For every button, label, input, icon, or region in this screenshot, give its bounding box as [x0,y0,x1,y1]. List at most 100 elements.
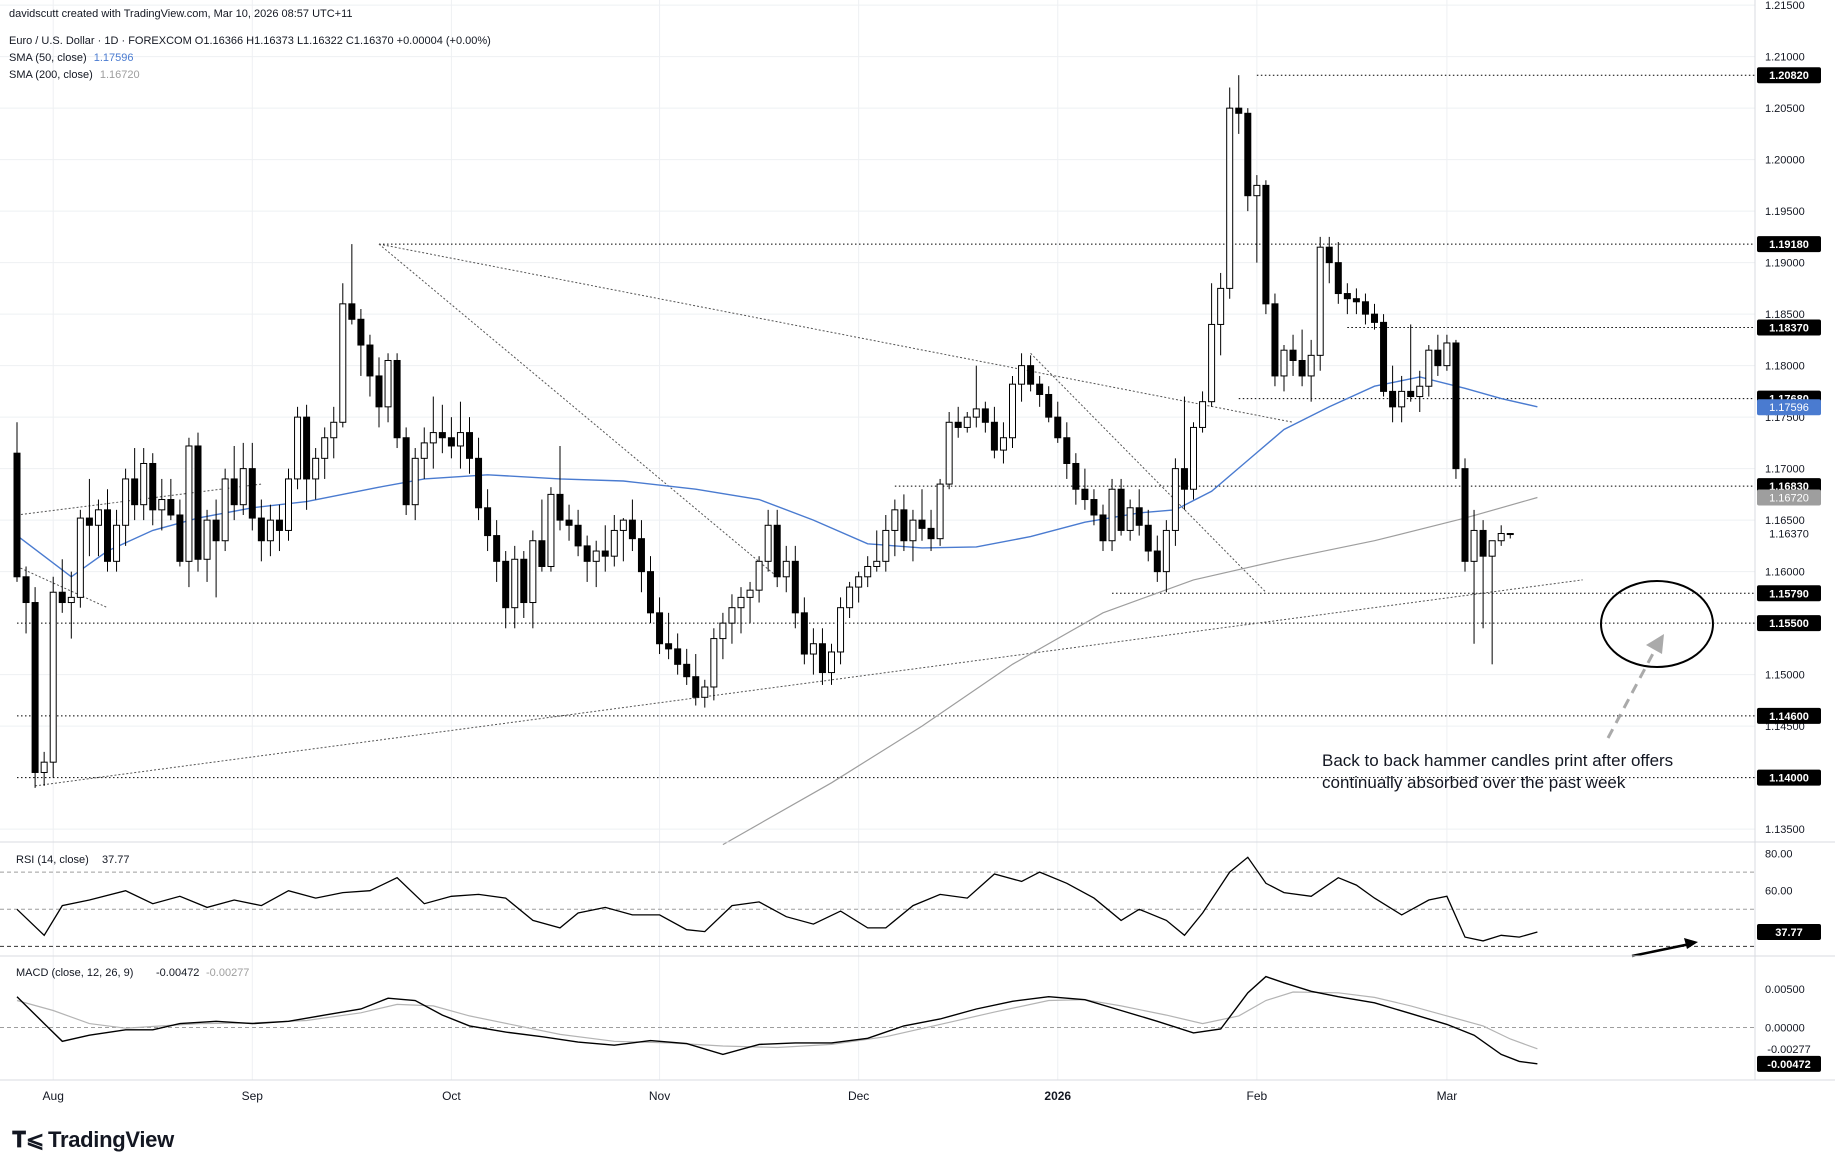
candle [592,540,600,588]
candle [1171,458,1179,546]
candle [67,571,75,639]
candle-body [1072,462,1080,490]
candle [113,509,121,572]
candle [1307,339,1315,402]
candle [1443,334,1451,371]
candle [846,581,854,618]
candle-body [511,558,519,609]
price-axis[interactable]: 1.13500 1.14500 1.15000 1.16000 1.16500 1.170… [1765,0,1805,836]
candle-body [266,519,274,542]
candle-body [1488,540,1496,557]
candle [447,417,455,459]
rsi-levels [0,871,1755,947]
candle-body [1343,293,1351,300]
candle [104,489,111,572]
candle [791,545,799,629]
candle [1506,533,1514,539]
candle [800,597,808,665]
candle-body [529,540,537,604]
candle [909,509,917,562]
candle-body [158,499,166,511]
candle-body [176,514,184,562]
candle [647,556,654,624]
tradingview-logo[interactable]: 𝐓⩽ TradingView [12,1127,174,1153]
candle-body [873,560,881,567]
candle-body [746,589,754,598]
candle [1009,375,1016,449]
candle-body [384,359,392,408]
candle-body [1108,488,1116,542]
candle-body [701,686,709,698]
candle-body [1253,184,1261,197]
candle-body [185,445,193,562]
candle [1144,509,1152,562]
candle [628,499,636,552]
candle-body [1461,468,1469,562]
candle [185,437,193,588]
trendline [378,243,778,578]
candle-body [13,452,21,578]
time-axis[interactable]: Aug Sep Oct Nov Dec 2026 Feb Mar [43,1089,1458,1103]
candle-body [1190,426,1197,490]
candle-body [791,560,799,614]
candle-body [818,643,826,674]
candle [285,468,292,541]
candle [31,587,39,788]
candle-body [339,303,347,423]
candle [665,612,673,660]
candle-body [1009,383,1016,439]
candle-body [520,558,528,604]
price-level-tag [1757,769,1821,786]
candle [954,406,962,438]
price-tick-label: 1.19000 [1765,258,1805,270]
candle-body [49,591,57,763]
candle-body [257,517,265,542]
candle-body [900,509,908,542]
candle [402,427,410,515]
candle-body [1171,468,1179,531]
candle [384,353,392,423]
candle [972,365,980,428]
candle-body [1470,529,1478,562]
candle-body [1226,107,1234,289]
candle-body [864,565,872,578]
candle-body [547,493,555,567]
candle-body [1162,529,1170,573]
macd-value-tag-label: -0.00472 [1767,1059,1810,1071]
candle-body [456,432,464,447]
candle-body [1289,349,1297,361]
macd-value-2: -0.00277 [206,967,249,979]
candle-body [710,638,718,688]
candle [411,448,419,521]
candle [1162,520,1170,593]
candle-body [1389,390,1397,408]
price-tick-label: 1.20000 [1765,155,1805,167]
candle-body [76,517,84,598]
candle-body [1117,488,1125,531]
candle [674,633,682,675]
price-level-tag-label: 1.14000 [1769,773,1809,785]
candle [176,499,184,567]
candle-body [683,663,691,678]
candle [981,401,989,433]
candle [855,571,863,603]
candle-body [1036,383,1044,395]
candle-body [248,468,256,519]
sma50-legend: SMA (50, close) 1.17596 [9,52,133,64]
candle [140,448,148,521]
candle [1289,334,1297,376]
candle-body [1054,416,1062,439]
price-tick-label: 1.14500 [1765,721,1805,733]
candle-body [303,416,311,480]
candle [963,411,971,433]
candle-body [1334,262,1342,295]
candle [330,406,338,459]
candle-body [312,457,320,480]
price-level-tag [1757,707,1821,724]
price-tick-label: 1.21500 [1765,0,1805,12]
candle-body [203,519,211,560]
candle [1180,396,1188,510]
trendline [378,243,1294,423]
rsi-tick-label: 60.00 [1765,886,1793,898]
candle-body [972,408,980,418]
